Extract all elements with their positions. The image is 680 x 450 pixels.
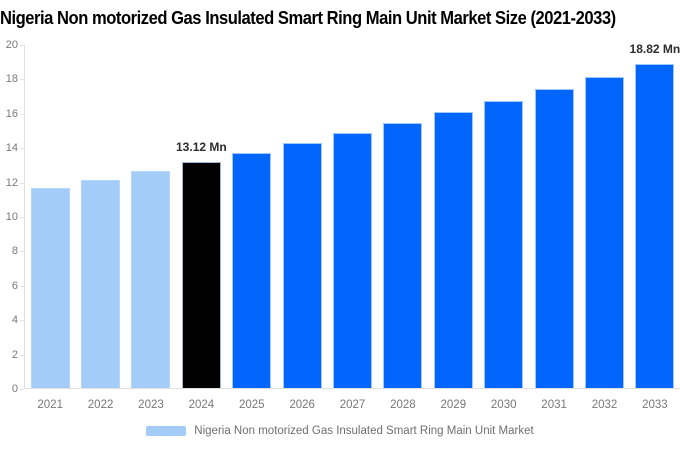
x-axis-label-2024: 2024: [188, 399, 215, 411]
plot-area: 2021 2022 2023 13.12 Mn 2024 2025 2026 2027 2028…: [24, 42, 680, 411]
legend-label: Nigeria Non motorized Gas Insulated Smar…: [194, 425, 534, 437]
bar-slot-2029: 2029: [428, 45, 478, 411]
bar-value-label-2024: 13.12 Mn: [176, 140, 227, 155]
chart-title: Nigeria Non motorized Gas Insulated Smar…: [0, 8, 616, 28]
x-axis-label-2025: 2025: [238, 399, 265, 411]
bar-slot-2021: 2021: [25, 45, 75, 411]
bar-2025[interactable]: [232, 153, 272, 388]
y-tick-mark: [20, 148, 24, 150]
y-tick-label-2: 2: [11, 348, 18, 361]
bar-slot-2031: 2031: [529, 45, 579, 411]
bar-slot-2026: 2026: [277, 45, 327, 411]
y-tick-mark: [20, 354, 24, 356]
bar-slot-2023: 2023: [126, 45, 176, 411]
bar-2027[interactable]: [333, 133, 373, 388]
bar-2029[interactable]: [433, 111, 473, 388]
bar-slot-2027: 2027: [327, 45, 377, 411]
x-axis-label-2030: 2030: [490, 399, 517, 411]
bar-2031[interactable]: [534, 88, 574, 388]
x-axis-label-2028: 2028: [390, 399, 416, 411]
legend-item[interactable]: Nigeria Non motorized Gas Insulated Smar…: [0, 425, 680, 437]
y-tick-mark: [20, 113, 24, 115]
y-tick-label-16: 16: [5, 107, 18, 120]
y-tick-label-0: 0: [11, 383, 18, 395]
x-axis-label-2031: 2031: [541, 399, 567, 411]
bar-2021[interactable]: [30, 187, 70, 388]
bar-slot-2028: 2028: [378, 45, 428, 411]
y-tick-label-12: 12: [5, 176, 18, 189]
y-tick-mark: [20, 285, 24, 287]
y-tick-mark: [20, 182, 24, 184]
y-axis: 0 2 4 6 8 10 12 14 16 18 20: [0, 39, 24, 395]
bar-slot-2024: 13.12 Mn 2024: [176, 45, 227, 411]
x-axis-label-2027: 2027: [339, 399, 366, 411]
y-tick-label-20: 20: [5, 39, 18, 51]
bar-slot-2032: 2032: [579, 45, 629, 411]
y-tick-label-10: 10: [5, 211, 18, 223]
y-tick-mark: [20, 45, 24, 46]
bar-slot-2025: 2025: [227, 45, 277, 411]
x-axis-label-2023: 2023: [138, 399, 164, 411]
y-tick-label-6: 6: [11, 279, 18, 292]
bar-2023[interactable]: [131, 171, 171, 388]
bar-2028[interactable]: [383, 122, 423, 388]
y-tick-mark: [20, 217, 24, 218]
y-tick-mark: [20, 79, 24, 81]
bar-2032[interactable]: [584, 77, 624, 388]
legend-swatch-icon: [146, 426, 187, 436]
bar-value-label-2033: 18.82 Mn: [629, 42, 680, 57]
y-tick-label-18: 18: [5, 73, 18, 86]
y-tick-label-4: 4: [11, 314, 18, 327]
x-axis-label-2029: 2029: [440, 399, 467, 411]
y-tick-mark: [20, 389, 24, 390]
y-tick-label-14: 14: [5, 142, 18, 155]
y-tick-label-8: 8: [11, 245, 18, 258]
bar-slot-2030: 2030: [479, 45, 529, 411]
bar-2026[interactable]: [282, 143, 322, 388]
y-tick-mark: [20, 320, 24, 322]
x-axis-label-2022: 2022: [87, 399, 114, 411]
x-axis-label-2033: 2033: [642, 399, 668, 411]
bar-2024[interactable]: [181, 162, 221, 388]
y-tick-mark: [20, 251, 24, 253]
bar-slot-2033: 18.82 Mn 2033: [629, 42, 680, 411]
bar-2030[interactable]: [484, 100, 524, 388]
bar-2033[interactable]: [635, 64, 675, 388]
x-axis-label-2032: 2032: [591, 399, 618, 411]
bar-2022[interactable]: [81, 179, 121, 388]
x-axis-label-2021: 2021: [37, 399, 63, 411]
bar-slot-2022: 2022: [75, 45, 125, 411]
x-axis-label-2026: 2026: [289, 399, 315, 411]
